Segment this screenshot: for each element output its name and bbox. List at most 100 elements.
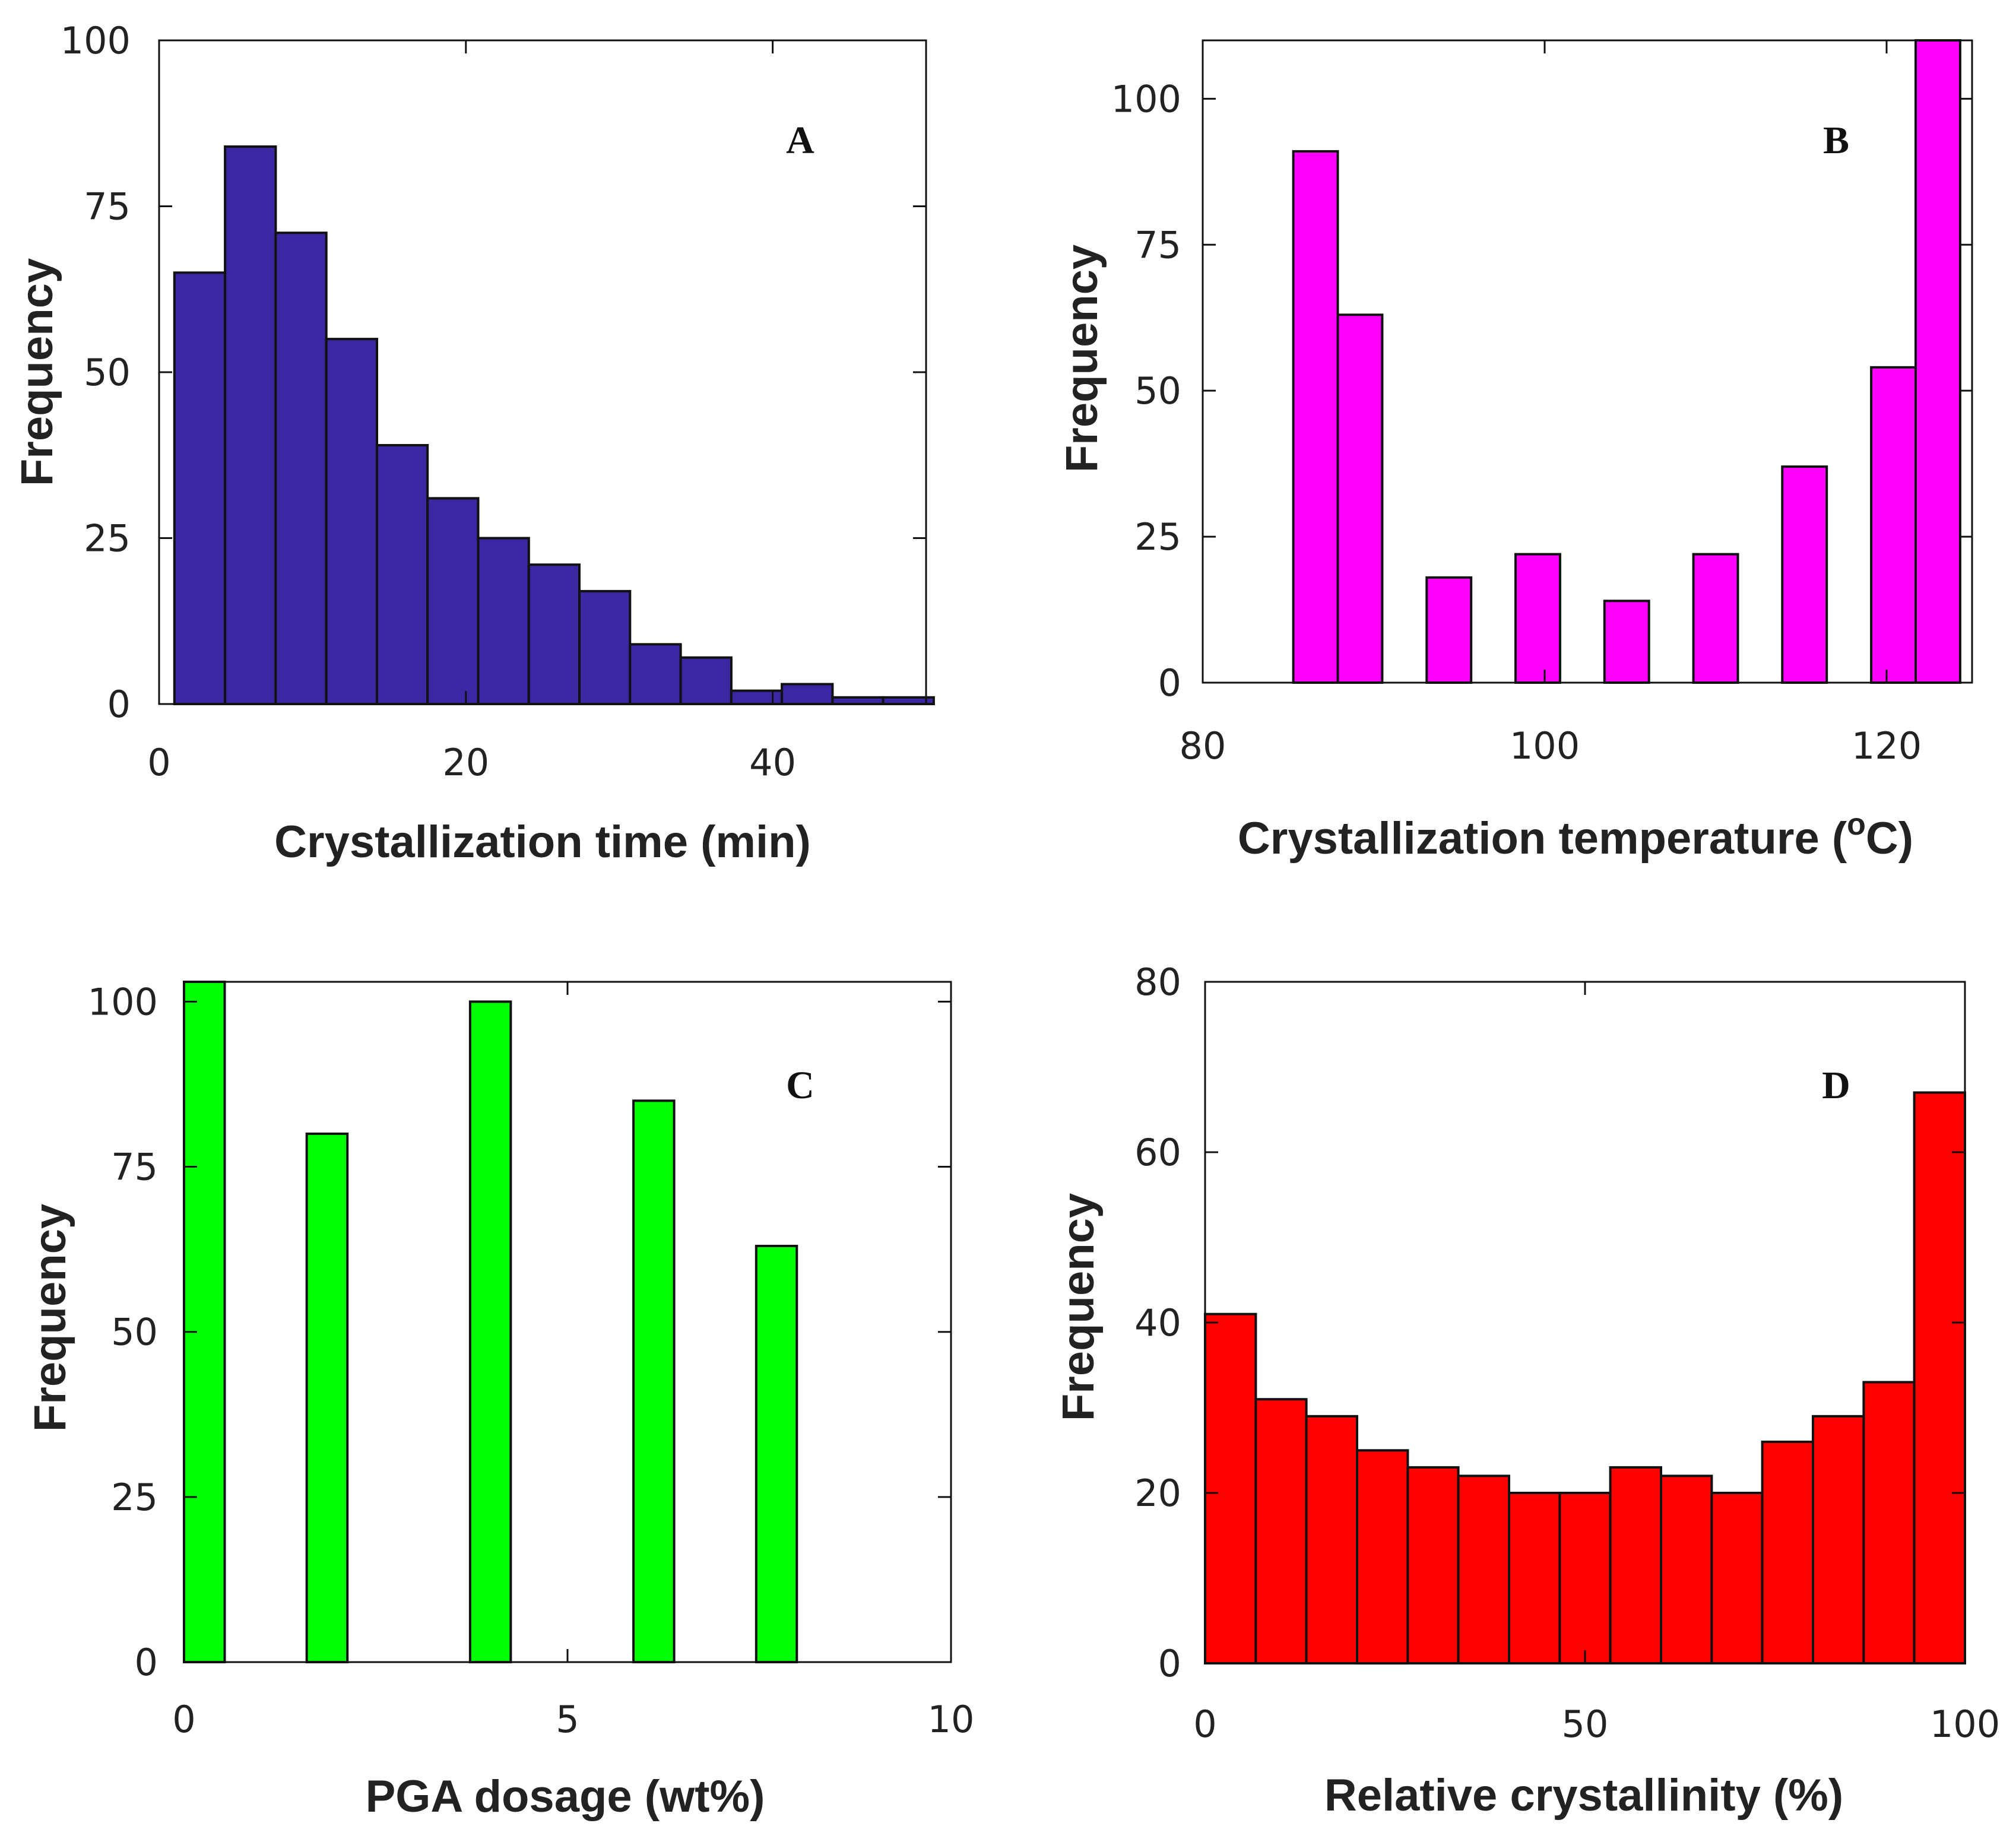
panel-b-bar-1: [1292, 150, 1339, 684]
panel-c-bar-5: [755, 1245, 798, 1663]
panel-b-bar-7: [1781, 465, 1828, 684]
panel-a-bar-12: [730, 689, 784, 705]
panel-a-x-title: Crystallization time (min): [274, 817, 811, 867]
panel-b-xtick-label-0: 80: [1180, 724, 1226, 768]
panel-c-bar-4: [632, 1099, 676, 1664]
panel-b-bar-6: [1692, 553, 1739, 684]
panel-c-y-title: Frequency: [25, 1204, 75, 1432]
panel-b-y-title: Frequency: [1057, 245, 1107, 473]
panel-d-xtick-label-2: 100: [1930, 1702, 2000, 1746]
panel-d-bar-9: [1609, 1466, 1663, 1664]
panel-c-x-title: PGA dosage (wt%): [366, 1771, 765, 1822]
panel-b-x-title-main: Crystallization temperature (: [1238, 813, 1847, 864]
panel-d-bar-1: [1204, 1312, 1257, 1664]
panel-d-bars: [1204, 1091, 1967, 1665]
panel-a-bar-4: [325, 338, 379, 705]
panel-a-bar-2: [224, 145, 277, 705]
panel-d-ytick-label-1: 20: [1134, 1472, 1181, 1515]
panel-a-bars: [173, 145, 935, 706]
panel-b-ticks: 0 25 50 75 100 80 100 120: [1111, 40, 1972, 768]
panel-a-ytick-label-1: 25: [84, 517, 131, 560]
panel-d: 0 20 40 60 80 0 50 100 D Relative crystallinity…: [1053, 960, 2000, 1821]
panel-d-bar-7: [1508, 1492, 1561, 1664]
panel-c-bars: [183, 981, 798, 1664]
panel-b-bar-8: [1870, 366, 1917, 684]
panel-a-ticks: 0 25 50 75 100 0 20 40: [61, 19, 926, 784]
panel-c: 0 25 50 75 100 0 5 10 C PGA dosage (wt%) Freque…: [25, 980, 974, 1822]
panel-a-bar-9: [578, 589, 632, 706]
panel-b-ytick-label-4: 100: [1111, 77, 1181, 121]
panel-a-bar-11: [679, 656, 733, 705]
panel-c-ticks: 0 25 50 75 100 0 5 10: [88, 980, 975, 1741]
panel-d-ytick-label-3: 60: [1134, 1131, 1181, 1174]
panel-a: 0 25 50 75 100 0 20 40 A Crystallization time (…: [12, 19, 935, 867]
panel-d-ticks: 0 20 40 60 80 0 50 100: [1134, 960, 2000, 1746]
panel-d-bar-14: [1862, 1381, 1916, 1664]
panel-a-ytick-label-4: 100: [61, 19, 131, 62]
panel-b-xtick-label-2: 120: [1852, 724, 1922, 768]
panel-d-bar-4: [1356, 1449, 1409, 1665]
panel-a-xtick-label-2: 40: [749, 741, 796, 784]
panel-c-letter: C: [786, 1064, 814, 1107]
panel-c-bar-1: [183, 981, 226, 1663]
panel-a-bar-13: [781, 683, 834, 705]
panel-d-bar-13: [1812, 1415, 1865, 1665]
panel-a-bar-14: [831, 696, 885, 706]
panel-b-bar-2: [1336, 313, 1384, 684]
panel-a-xtick-label-0: 0: [147, 741, 170, 784]
panel-b-letter: B: [1823, 119, 1849, 162]
panel-c-xtick-label-1: 5: [556, 1698, 579, 1741]
panel-b-ytick-label-2: 50: [1134, 369, 1181, 413]
panel-b-ytick-label-1: 25: [1134, 515, 1181, 559]
panel-b-bar-3: [1425, 576, 1473, 684]
panel-d-bar-12: [1761, 1440, 1815, 1664]
panel-c-axes-frame: [183, 981, 952, 1663]
panel-d-bar-8: [1558, 1492, 1612, 1664]
panel-b-ytick-label-0: 0: [1158, 661, 1181, 705]
panel-b-bar-9: [1914, 39, 1961, 684]
panel-c-ytick-label-2: 50: [111, 1311, 158, 1354]
panel-d-bar-5: [1406, 1466, 1460, 1664]
panel-b-ytick-label-3: 75: [1134, 223, 1181, 267]
panel-a-bar-10: [629, 643, 682, 706]
panel-a-ytick-label-0: 0: [107, 683, 131, 726]
panel-b-x-title-unit: C): [1866, 813, 1913, 864]
panel-a-bar-8: [527, 563, 581, 706]
panel-d-letter: D: [1822, 1064, 1850, 1107]
panel-a-letter: A: [786, 119, 814, 162]
panel-a-bar-3: [274, 232, 328, 705]
panel-d-bar-6: [1457, 1475, 1511, 1665]
panel-a-ytick-label-3: 75: [84, 185, 131, 229]
panel-a-bar-7: [477, 537, 530, 705]
panel-b-xtick-label-1: 100: [1510, 724, 1580, 768]
panel-c-bar-2: [305, 1132, 349, 1663]
panel-c-ytick-label-3: 75: [111, 1146, 158, 1189]
panel-d-xtick-label-0: 0: [1193, 1702, 1216, 1746]
panel-a-ytick-label-2: 50: [84, 351, 131, 394]
panel-d-bar-11: [1710, 1492, 1764, 1664]
panel-b-x-title-degree: o: [1847, 807, 1866, 842]
panel-d-bar-3: [1305, 1415, 1359, 1665]
panel-d-bar-15: [1913, 1091, 1967, 1664]
panel-c-xtick-label-0: 0: [172, 1698, 195, 1741]
panel-d-ytick-label-0: 0: [1158, 1642, 1181, 1685]
panel-d-ytick-label-4: 80: [1134, 960, 1181, 1004]
panel-a-y-title: Frequency: [12, 258, 62, 486]
panel-c-xtick-label-2: 10: [928, 1698, 975, 1741]
panel-a-bar-1: [173, 271, 227, 705]
panel-b-x-title: Crystallization temperature (oC): [1238, 807, 1913, 864]
panel-a-bar-6: [426, 497, 480, 706]
panel-d-x-title: Relative crystallinity (%): [1324, 1770, 1843, 1821]
panel-c-ytick-label-1: 25: [111, 1476, 158, 1519]
panel-b-bar-4: [1514, 553, 1561, 684]
panel-c-ytick-label-0: 0: [135, 1641, 158, 1684]
panel-a-xtick-label-1: 20: [442, 741, 489, 784]
panel-c-bar-3: [468, 1000, 512, 1663]
panel-d-bar-10: [1660, 1475, 1713, 1665]
panel-b-bar-5: [1603, 600, 1650, 684]
panel-d-ytick-label-2: 40: [1134, 1301, 1181, 1345]
panel-c-ytick-label-4: 100: [88, 980, 158, 1023]
panel-d-xtick-label-1: 50: [1562, 1702, 1609, 1746]
panel-a-bar-5: [375, 444, 429, 705]
